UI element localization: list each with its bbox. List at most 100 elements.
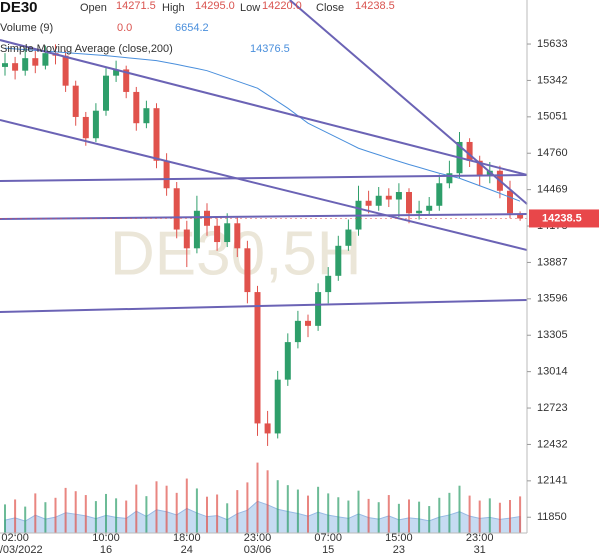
legend-value: 14220.0 — [262, 0, 302, 12]
volume-bar — [94, 501, 97, 533]
candle-body — [345, 229, 352, 246]
volume-bar — [14, 499, 17, 533]
volume-bar — [266, 470, 269, 533]
volume-bar — [428, 506, 431, 533]
trendline — [0, 213, 528, 221]
volume-bar — [478, 500, 481, 533]
x-date-label: 03/06 — [244, 544, 272, 556]
candle-body — [72, 85, 79, 117]
candle-body — [153, 108, 160, 161]
trendline — [0, 298, 528, 313]
legend-label: Close — [316, 2, 344, 14]
y-tick-label: 12141 — [537, 475, 568, 487]
x-date-label: 15 — [322, 544, 334, 556]
x-date-label: 31 — [474, 544, 486, 556]
candle-body — [365, 200, 372, 206]
volume-bar — [498, 502, 501, 533]
volume-bar — [64, 487, 67, 533]
volume-bar — [175, 492, 178, 533]
x-tick-label: 07:00 — [314, 532, 342, 544]
legend-value: 14376.5 — [250, 43, 290, 55]
volume-area — [4, 500, 521, 534]
volume-bar — [206, 496, 208, 533]
candle-body — [507, 190, 513, 214]
volume-bar — [226, 503, 229, 533]
trendline — [0, 118, 528, 252]
sma-line — [4, 47, 521, 202]
volume-bar — [155, 481, 158, 533]
volume-bar — [165, 485, 168, 533]
volume-bar — [347, 500, 350, 533]
legend-value: 0.0 — [117, 22, 132, 34]
candle-body — [335, 245, 342, 276]
legend-label: High — [162, 2, 185, 14]
trendline — [0, 173, 528, 183]
volume-bar — [216, 494, 219, 533]
candle-body — [22, 58, 29, 71]
volume-bar — [24, 506, 27, 533]
trendline — [0, 39, 528, 176]
candle-body — [395, 192, 402, 200]
volume-bar — [34, 493, 37, 533]
candle-body — [163, 160, 170, 189]
candle-body — [12, 63, 19, 71]
volume-bar — [4, 504, 6, 533]
candle-body — [436, 183, 443, 206]
x-date-label: 23 — [393, 544, 405, 556]
x-date-label: 16 — [100, 544, 112, 556]
legend-value: 14238.5 — [355, 0, 395, 12]
volume-bar — [286, 485, 289, 533]
legend-value: 6654.2 — [175, 22, 209, 34]
volume-bar — [276, 480, 279, 533]
volume-bar — [307, 495, 309, 533]
y-tick-label: 14760 — [537, 147, 568, 159]
y-tick-label: 13014 — [537, 366, 568, 378]
volume-bar — [135, 484, 138, 533]
x-date-label: 02/03/2022 — [0, 544, 43, 556]
x-date-label: 24 — [181, 544, 193, 556]
legend-label: Volume (9) — [0, 22, 53, 34]
candle-body — [143, 108, 150, 124]
candle-body — [92, 110, 99, 139]
x-tick-label: 15:00 — [385, 532, 413, 544]
volume-bar — [246, 482, 249, 533]
volume-bar — [488, 498, 491, 533]
candle-body — [244, 248, 251, 293]
candle-body — [305, 320, 311, 326]
candle-body — [284, 342, 291, 380]
legend-label: Open — [80, 2, 107, 14]
candle-body — [517, 214, 524, 219]
candle-body — [315, 292, 322, 326]
volume-bar — [44, 502, 47, 533]
y-tick-label: 13887 — [537, 256, 568, 268]
candle-body — [274, 379, 281, 434]
candle-body — [113, 69, 120, 76]
volume-bar — [105, 493, 107, 533]
y-tick-label: 15342 — [537, 74, 568, 86]
y-tick-label: 12723 — [537, 402, 568, 414]
candle-body — [173, 188, 180, 230]
volume-bar — [317, 486, 320, 533]
candle-body — [325, 275, 332, 293]
x-tick-label: 23:00 — [466, 532, 494, 544]
legend-label: Simple Moving Average (close,200) — [0, 43, 173, 55]
volume-bar — [337, 497, 340, 533]
volume-bar — [418, 501, 421, 533]
candle-body — [446, 173, 453, 184]
volume-bar — [327, 493, 330, 533]
y-tick-label: 13305 — [537, 329, 568, 341]
y-tick-label: 13596 — [537, 293, 568, 305]
candle-body — [62, 55, 69, 86]
volume-bar — [236, 490, 239, 533]
candle-body — [82, 116, 89, 139]
volume-bar — [509, 500, 511, 533]
candle-body — [476, 160, 483, 176]
volume-bar — [195, 488, 198, 533]
volume-bar — [438, 497, 441, 533]
candle-body — [416, 210, 423, 214]
candle-body — [294, 320, 301, 343]
price-label: 14238.5 — [542, 212, 582, 224]
x-tick-label: 18:00 — [173, 532, 201, 544]
candle-body — [214, 225, 221, 243]
